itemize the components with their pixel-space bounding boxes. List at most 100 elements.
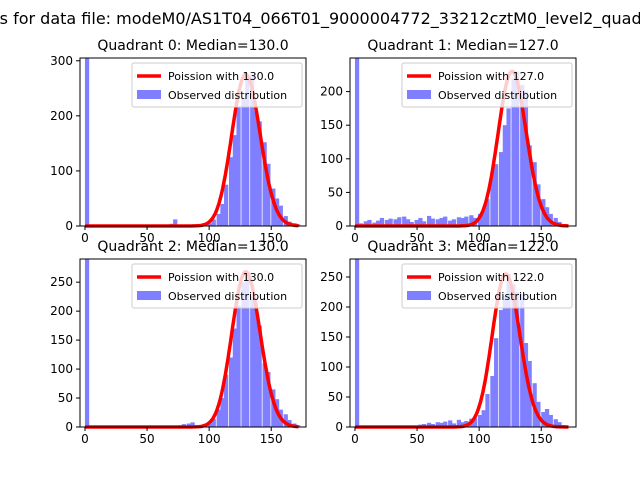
histogram-bar <box>456 217 462 226</box>
axes-frame <box>349 57 577 227</box>
quadrant-1-title: Quadrant 1: Median=127.0 <box>367 38 558 54</box>
histogram-bar <box>245 77 250 226</box>
legend-observed-label: Observed distribution <box>438 290 557 303</box>
histogram-bar <box>266 371 271 427</box>
histogram-bar <box>257 121 262 226</box>
histogram-bar <box>232 135 237 226</box>
y-tick-label: 0 <box>335 219 343 233</box>
legend-observed-swatch <box>407 90 431 99</box>
histogram-bar <box>250 74 255 226</box>
histogram-bar <box>456 419 462 427</box>
histogram-bar <box>84 259 90 427</box>
histogram-bar <box>422 221 427 226</box>
quadrant-0-title: Quadrant 0: Median=130.0 <box>97 38 288 54</box>
x-tick-label: 150 <box>530 432 553 446</box>
quadrant-1-panel: Quadrant 1: Median=127.0 0 50 100 150 0 50 100 1… <box>320 38 577 245</box>
histogram-bar <box>557 422 562 427</box>
histogram-bar <box>448 220 453 226</box>
histogram-bar <box>481 209 486 226</box>
histogram-bar <box>515 292 520 427</box>
y-tick-label: 100 <box>320 152 343 166</box>
x-tick-label: 50 <box>139 231 154 245</box>
histogram-bar <box>541 412 546 427</box>
x-tick-label: 0 <box>81 231 89 245</box>
histogram-bar <box>502 296 507 427</box>
histogram-bar <box>430 218 435 226</box>
y-tick-label: 50 <box>328 185 343 199</box>
histogram-bar <box>241 282 246 427</box>
histogram-bar <box>384 219 389 226</box>
y-tick-label: 50 <box>328 390 343 404</box>
x-tick-label: 0 <box>351 432 359 446</box>
histogram-bar <box>397 217 402 226</box>
histogram-bar <box>511 78 516 226</box>
histogram-bar <box>229 157 234 226</box>
x-tick-label: 0 <box>81 432 89 446</box>
histogram-bar <box>253 302 259 427</box>
histogram-bar <box>253 111 259 226</box>
y-tick-label: 150 <box>50 333 73 347</box>
legend-poisson-label: Poission with 127.0 <box>438 70 544 83</box>
figure-suptitle: Histograms for data file: modeM0/AS1T04_… <box>0 9 640 29</box>
legend-poisson-label: Poission with 130.0 <box>168 70 274 83</box>
x-tick-label: 50 <box>409 432 424 446</box>
histogram-bar <box>460 217 465 226</box>
histogram-bar <box>262 142 267 226</box>
histogram-bar <box>271 188 276 226</box>
histogram-bar <box>439 422 444 427</box>
histogram-bar <box>379 217 385 226</box>
axes-frame <box>349 258 577 428</box>
y-tick-label: 200 <box>50 304 73 318</box>
legend-box <box>131 263 303 309</box>
histogram-bar <box>451 423 457 427</box>
histogram-bar <box>376 220 381 226</box>
histogram-bar <box>523 91 529 226</box>
quadrant-3-panel: Quadrant 3: Median=122.0 0 50 100 150 0 50 100 1… <box>320 239 577 446</box>
histogram-bar <box>506 108 511 226</box>
x-tick-label: 50 <box>139 432 154 446</box>
x-tick-label: 100 <box>468 231 491 245</box>
histogram-bar <box>443 216 448 226</box>
x-tick-label: 100 <box>198 231 221 245</box>
legend-poisson-label: Poission with 122.0 <box>438 271 544 284</box>
histogram-bar <box>414 219 419 226</box>
legend-box <box>401 263 573 309</box>
histogram-bar <box>266 163 271 226</box>
histogram-bar <box>216 409 221 427</box>
histogram-bar <box>499 152 504 226</box>
y-tick-label: 50 <box>58 391 73 405</box>
histogram-bar <box>409 221 414 226</box>
y-tick-label: 100 <box>50 164 73 178</box>
y-tick-label: 250 <box>320 270 343 284</box>
histogram-bar <box>236 107 241 226</box>
histogram-bar <box>536 184 541 226</box>
histogram-bar <box>515 71 520 226</box>
histogram-bar <box>211 219 216 226</box>
histogram-bar <box>190 422 195 427</box>
y-tick-label: 200 <box>320 300 343 314</box>
histogram-bar <box>367 219 372 226</box>
histogram-bar <box>229 357 234 427</box>
histogram-bar <box>494 164 499 226</box>
histogram-bar <box>283 414 288 427</box>
histogram-bar <box>544 409 550 427</box>
histogram-bar <box>469 215 474 226</box>
y-tick-label: 250 <box>50 275 73 289</box>
x-tick-label: 100 <box>198 432 221 446</box>
legend-observed-swatch <box>137 291 161 300</box>
y-tick-label: 150 <box>320 330 343 344</box>
axes-frame <box>79 57 307 227</box>
histogram-bar <box>494 338 499 427</box>
quadrant-3-title: Quadrant 3: Median=122.0 <box>367 239 558 255</box>
histogram-bar <box>402 216 407 226</box>
histogram-bar <box>485 394 490 427</box>
histogram-bar <box>548 415 553 427</box>
histogram-bar <box>523 343 529 427</box>
legend-box <box>131 62 303 108</box>
histogram-bar <box>477 415 483 427</box>
y-tick-label: 0 <box>335 420 343 434</box>
histogram-bar <box>173 219 178 226</box>
y-tick-label: 0 <box>65 219 73 233</box>
histogram-bar <box>520 84 525 226</box>
